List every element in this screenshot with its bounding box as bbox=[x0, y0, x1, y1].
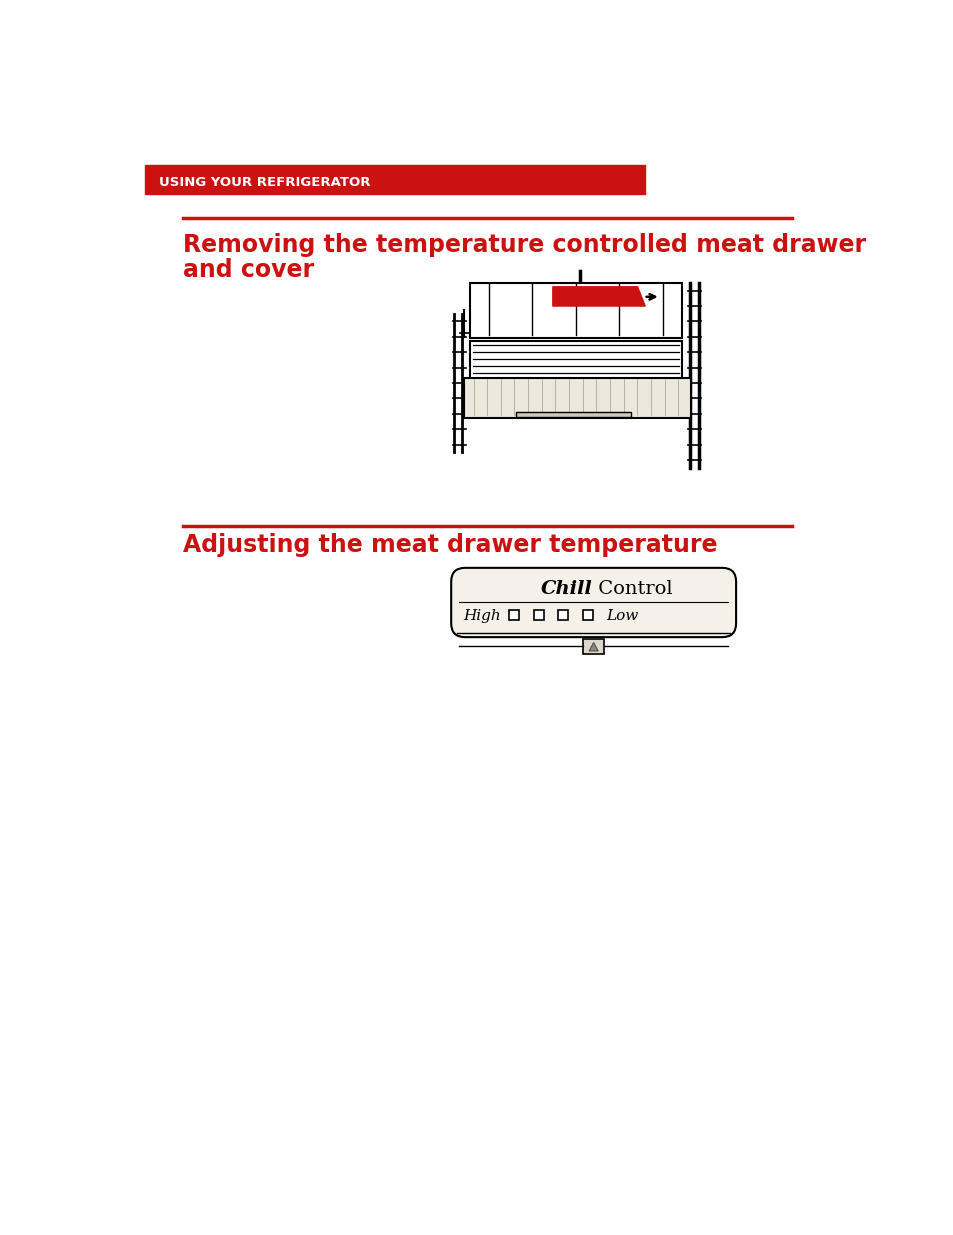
FancyBboxPatch shape bbox=[451, 568, 736, 637]
Text: USING YOUR REFRIGERATOR: USING YOUR REFRIGERATOR bbox=[158, 175, 370, 189]
Bar bbox=[463, 378, 690, 417]
Bar bbox=[582, 638, 604, 655]
Bar bbox=[145, 165, 644, 194]
Text: Removing the temperature controlled meat drawer: Removing the temperature controlled meat… bbox=[183, 233, 865, 257]
Bar bbox=[533, 610, 543, 620]
Text: and cover: and cover bbox=[183, 258, 314, 283]
Bar bbox=[582, 610, 592, 620]
Bar bbox=[469, 341, 681, 403]
Text: Chill: Chill bbox=[539, 579, 592, 598]
Text: Control: Control bbox=[592, 579, 672, 598]
Polygon shape bbox=[552, 287, 644, 306]
Text: Low: Low bbox=[605, 609, 638, 624]
Text: Adjusting the meat drawer temperature: Adjusting the meat drawer temperature bbox=[183, 534, 717, 557]
Bar bbox=[516, 411, 631, 417]
Text: High: High bbox=[463, 609, 500, 624]
Polygon shape bbox=[588, 642, 598, 651]
Bar bbox=[469, 283, 681, 338]
Bar bbox=[508, 610, 518, 620]
Bar bbox=[558, 610, 568, 620]
